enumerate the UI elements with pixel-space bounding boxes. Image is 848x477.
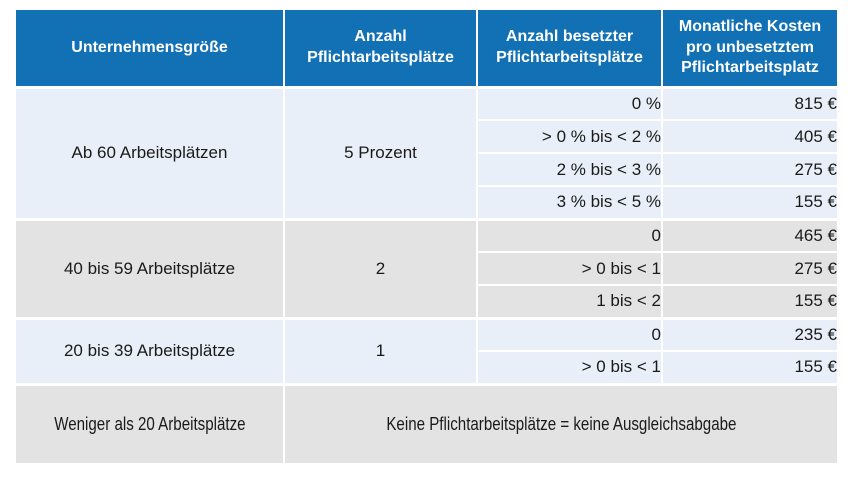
cell-occupied-g2r3: 1 bis < 2 [476,284,663,319]
cell-cost-g2r2: 275 € [661,251,839,286]
cell-mandatory-group2: 2 [283,217,478,319]
footer-note-label: Keine Pflichtarbeitsplätze = keine Ausgl… [385,413,737,434]
cell-occupied-g1r1: 0 % [476,85,663,121]
cell-cost-g1r4: 155 € [661,185,839,220]
cell-occupied-g1r3: 2 % bis < 3 % [476,152,663,187]
cell-occupied-g3r2: > 0 bis < 1 [476,350,663,385]
cell-cost-g3r1: 235 € [661,316,839,352]
table-row: 3 % bis < 5 % 155 € [15,185,839,220]
cell-company-size-group3: 20 bis 39 Arbeitsplätze [14,316,285,385]
cell-cost-g3r2: 155 € [661,350,839,385]
col-header-monthly-cost: Monatliche Kosten pro unbesetztem Pflich… [661,8,839,89]
table-row: 1 bis < 2 155 € [15,284,839,319]
col-header-occupied-positions: Anzahl besetzter Pflichtarbeitsplätze [476,8,663,89]
cell-company-size-footer: Weniger als 20 Arbeitsplätze [14,382,285,465]
cell-occupied-g3r1: 0 [476,316,663,352]
cell-cost-g1r2: 405 € [661,119,839,154]
cell-cost-g1r3: 275 € [661,152,839,187]
cell-occupied-g2r1: 0 [476,217,663,253]
table-footer-row: Weniger als 20 Arbeitsplätze Keine Pflic… [14,382,839,465]
col-header-company-size: Unternehmensgröße [14,8,285,89]
table-row: 40 bis 59 Arbeitsplätze 2 0 465 € [14,217,839,319]
col-header-mandatory-positions: Anzahl Pflichtarbeitsplätze [283,8,478,89]
table-row: > 0 bis < 1 275 € [15,251,839,286]
table-row: 20 bis 39 Arbeitsplätze 1 0 235 € [14,316,839,385]
table-row: Ab 60 Arbeitsplätzen 5 Prozent 0 % 815 € [14,85,839,220]
cell-cost-g2r1: 465 € [661,217,839,253]
cell-mandatory-group3: 1 [283,316,478,385]
footer-company-size-label: Weniger als 20 Arbeitsplätze [53,413,246,434]
cell-occupied-g1r4: 3 % bis < 5 % [476,185,663,220]
cell-occupied-g2r2: > 0 bis < 1 [476,251,663,286]
cell-mandatory-group1: 5 Prozent [283,85,478,220]
cell-occupied-g1r2: > 0 % bis < 2 % [476,119,663,154]
table-header-row: Unternehmensgröße Anzahl Pflichtarbeitsp… [14,8,839,89]
cell-footer-note: Keine Pflichtarbeitsplätze = keine Ausgl… [283,382,839,465]
cell-company-size-group1: Ab 60 Arbeitsplätzen [14,85,285,220]
compensation-levy-table: Unternehmensgröße Anzahl Pflichtarbeitsp… [14,8,839,465]
cell-cost-g2r3: 155 € [661,284,839,319]
table-row: > 0 bis < 1 155 € [15,350,839,385]
table-row: > 0 % bis < 2 % 405 € [15,119,839,154]
cell-cost-g1r1: 815 € [661,85,839,121]
table-row: 2 % bis < 3 % 275 € [15,152,839,187]
cell-company-size-group2: 40 bis 59 Arbeitsplätze [14,217,285,319]
